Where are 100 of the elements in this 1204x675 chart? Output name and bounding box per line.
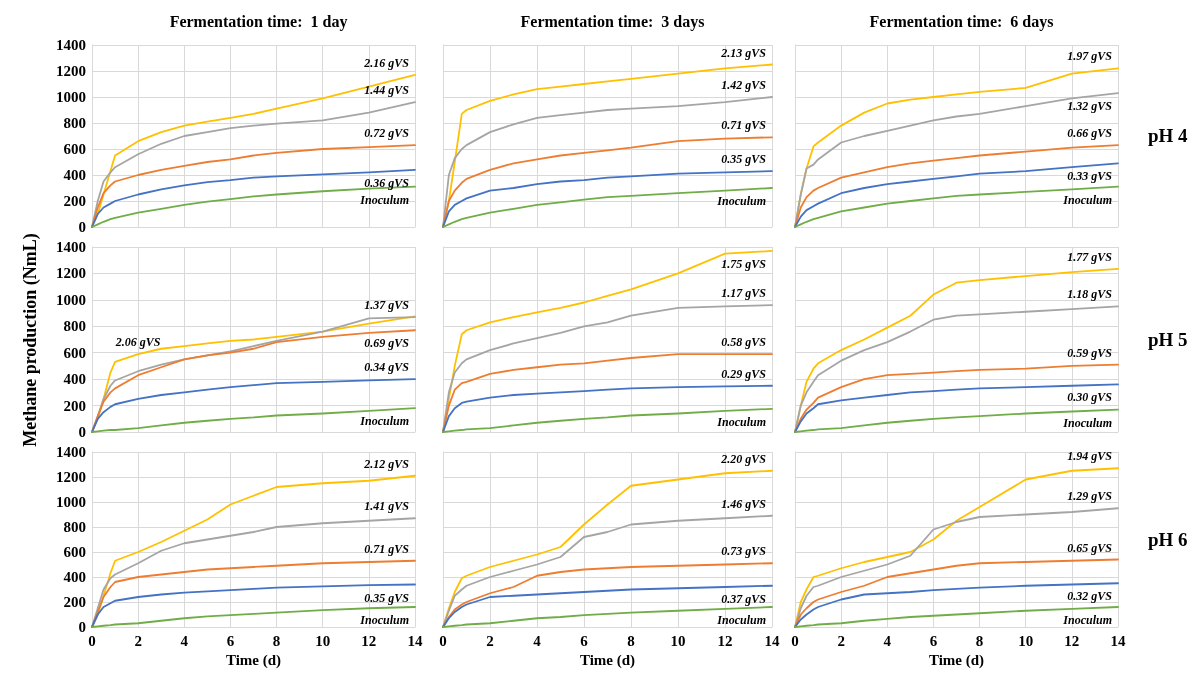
x-tick-label: 4	[533, 632, 542, 649]
series-label: 1.97 gVS	[1067, 49, 1113, 64]
series-label: 0.34 gVS	[364, 360, 410, 375]
series-label: 1.32 gVS	[1067, 99, 1113, 114]
series-label: Inoculum	[359, 613, 409, 627]
line-series	[91, 144, 416, 228]
series-label: 0.32 gVS	[1067, 589, 1113, 604]
y-tick-label: 600	[63, 544, 86, 560]
x-tick-label: 8	[272, 632, 281, 649]
x-tick-label: 10	[1018, 632, 1034, 649]
series-label: Inoculum	[359, 414, 409, 429]
x-axis-title: Time (d)	[579, 652, 636, 670]
chart-title: Fermentation time: 3 days	[520, 12, 705, 31]
chart-title: Fermentation time: 1 day	[169, 12, 348, 31]
series-label: 0.66 gVS	[1067, 126, 1113, 141]
line-series	[91, 378, 416, 433]
x-tick-label: 6	[929, 632, 938, 649]
series-label: 0.72 gVS	[364, 126, 410, 141]
y-tick-label: 800	[63, 519, 86, 535]
series-label: 0.35 gVS	[721, 152, 767, 167]
x-axis-title: Time (d)	[225, 652, 282, 670]
series-label: Inoculum	[716, 613, 766, 627]
x-tick-label: 0	[791, 632, 799, 649]
series-label: 1.41 gVS	[364, 499, 410, 514]
x-tick-label: 12	[361, 632, 377, 649]
series-label: 0.65 gVS	[1067, 540, 1113, 555]
x-tick-label: 2	[134, 632, 142, 649]
series-label: 0.73 gVS	[721, 544, 767, 559]
y-axis-title: Methane production (NmL)	[19, 232, 41, 447]
series-label: 2.20 gVS	[720, 451, 767, 466]
y-tick-label: 1400	[56, 239, 86, 255]
line-series	[91, 407, 416, 433]
y-tick-label: 1400	[56, 444, 86, 460]
x-tick-label: 6	[226, 632, 235, 649]
x-tick-label: 2	[486, 632, 494, 649]
y2-axis-title: pH 6	[1148, 528, 1188, 550]
line-series	[91, 606, 416, 628]
y-tick-label: 200	[63, 594, 86, 610]
y-tick-label: 0	[78, 219, 86, 235]
series-label: 1.44 gVS	[364, 83, 410, 98]
x-tick-label: 4	[883, 632, 892, 649]
x-tick-label: 0	[439, 632, 447, 649]
x-axis-title: Time (d)	[928, 652, 985, 670]
y-tick-label: 0	[78, 424, 86, 440]
x-tick-label: 2	[837, 632, 845, 649]
series-label: 1.46 gVS	[721, 496, 767, 511]
y-tick-label: 400	[63, 167, 86, 183]
series-label: Inoculum	[1062, 415, 1112, 430]
y-tick-label: 600	[63, 141, 86, 157]
y2-axis-title: pH 4	[1148, 125, 1189, 146]
series-label: 2.06 gVS	[114, 335, 161, 350]
y-tick-label: 200	[63, 193, 86, 209]
series-label: 1.18 gVS	[1067, 287, 1113, 302]
series-label: 0.36 gVS	[364, 175, 410, 190]
series-label: Inoculum	[359, 192, 409, 207]
x-tick-label: 8	[975, 632, 984, 649]
line-series	[91, 583, 416, 628]
series-label: 0.71 gVS	[364, 541, 410, 556]
series-label: 0.58 gVS	[721, 335, 767, 350]
x-tick-label: 14	[1110, 632, 1126, 649]
x-tick-label: 10	[315, 632, 331, 649]
y-tick-label: 800	[63, 115, 86, 131]
y-tick-label: 200	[63, 397, 86, 414]
series-label: 0.37 gVS	[721, 591, 767, 606]
series-label: 1.77 gVS	[1067, 249, 1113, 264]
y-tick-label: 1000	[56, 89, 86, 105]
x-tick-label: 6	[580, 632, 589, 649]
x-tick-label: 4	[180, 632, 189, 649]
y-tick-label: 1200	[56, 265, 86, 282]
series-label: 1.37 gVS	[364, 298, 410, 313]
chart-title: Fermentation time: 6 days	[869, 12, 1054, 31]
line-series	[91, 168, 416, 228]
y-tick-label: 0	[78, 619, 86, 635]
series-label: 2.13 gVS	[720, 45, 767, 60]
y-tick-label: 1200	[56, 63, 86, 79]
series-label: 1.75 gVS	[721, 256, 767, 271]
series-label: 1.17 gVS	[721, 286, 767, 301]
series-label: 0.30 gVS	[1067, 390, 1113, 405]
y-tick-label: 1400	[56, 37, 86, 53]
y-tick-label: 1200	[56, 469, 86, 485]
series-label: Inoculum	[1062, 613, 1112, 627]
y-tick-label: 1000	[56, 291, 86, 308]
y-tick-label: 400	[63, 569, 86, 585]
series-label: 0.59 gVS	[1067, 345, 1113, 360]
series-label: Inoculum	[716, 194, 766, 208]
series-label: 0.69 gVS	[364, 336, 410, 351]
series-label: 0.33 gVS	[1067, 169, 1113, 184]
x-tick-label: 12	[1064, 632, 1080, 649]
series-label: 2.16 gVS	[363, 55, 410, 70]
y-tick-label: 1000	[56, 494, 86, 510]
series-label: 0.71 gVS	[721, 118, 767, 133]
series-label: Inoculum	[716, 414, 766, 429]
y-tick-label: 800	[63, 318, 86, 335]
series-label: 1.94 gVS	[1067, 449, 1113, 464]
x-tick-label: 14	[407, 632, 423, 649]
series-label: Inoculum	[1062, 192, 1112, 207]
y2-axis-title: pH 5	[1148, 328, 1188, 350]
series-label: 1.29 gVS	[1067, 489, 1113, 504]
x-tick-label: 12	[717, 632, 733, 649]
series-label: 0.29 gVS	[721, 366, 767, 381]
